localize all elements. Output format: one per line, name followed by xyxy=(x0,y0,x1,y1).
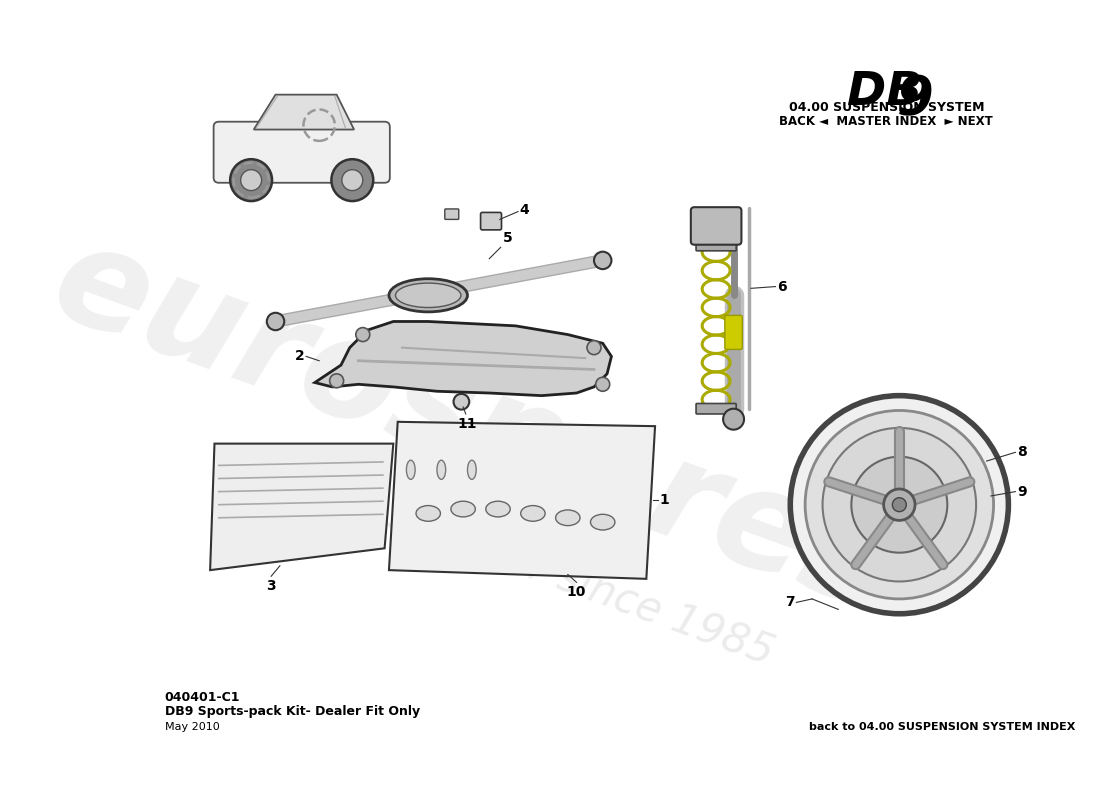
Text: 11: 11 xyxy=(458,418,477,431)
FancyBboxPatch shape xyxy=(696,240,736,251)
Text: DB: DB xyxy=(847,70,922,115)
FancyBboxPatch shape xyxy=(213,122,389,182)
Polygon shape xyxy=(210,444,394,570)
Ellipse shape xyxy=(406,460,415,479)
Ellipse shape xyxy=(451,502,475,517)
Text: 1: 1 xyxy=(659,494,669,507)
Circle shape xyxy=(823,428,976,582)
Text: eurospares: eurospares xyxy=(36,213,907,640)
Text: BACK ◄  MASTER INDEX  ► NEXT: BACK ◄ MASTER INDEX ► NEXT xyxy=(780,114,993,128)
Circle shape xyxy=(267,313,284,330)
Ellipse shape xyxy=(556,510,580,526)
Text: a parts supplier since 1985: a parts supplier since 1985 xyxy=(233,441,780,674)
FancyBboxPatch shape xyxy=(696,403,736,414)
Text: 4: 4 xyxy=(520,203,529,217)
Text: 3: 3 xyxy=(266,579,276,593)
Circle shape xyxy=(342,170,363,190)
FancyBboxPatch shape xyxy=(444,209,459,219)
Circle shape xyxy=(587,341,601,354)
Text: May 2010: May 2010 xyxy=(165,722,220,731)
Text: 5: 5 xyxy=(503,230,513,245)
Circle shape xyxy=(883,489,915,520)
Circle shape xyxy=(790,396,1009,614)
Circle shape xyxy=(594,252,612,269)
Polygon shape xyxy=(254,94,354,130)
Circle shape xyxy=(892,498,906,512)
Text: 9: 9 xyxy=(896,73,934,125)
Circle shape xyxy=(331,159,373,201)
FancyBboxPatch shape xyxy=(481,213,502,230)
Text: 040401-C1: 040401-C1 xyxy=(165,690,240,704)
Text: back to 04.00 SUSPENSION SYSTEM INDEX: back to 04.00 SUSPENSION SYSTEM INDEX xyxy=(810,722,1076,731)
Polygon shape xyxy=(389,422,656,579)
Ellipse shape xyxy=(396,283,461,307)
Circle shape xyxy=(596,378,609,391)
Ellipse shape xyxy=(486,502,510,517)
Text: 7: 7 xyxy=(785,595,794,610)
Circle shape xyxy=(241,170,262,190)
Circle shape xyxy=(723,409,744,430)
Circle shape xyxy=(330,374,343,388)
Circle shape xyxy=(805,410,993,599)
Text: 6: 6 xyxy=(778,279,786,294)
Text: DB9 Sports-pack Kit- Dealer Fit Only: DB9 Sports-pack Kit- Dealer Fit Only xyxy=(165,705,420,718)
Circle shape xyxy=(453,394,470,410)
Ellipse shape xyxy=(437,460,446,479)
Ellipse shape xyxy=(591,514,615,530)
Text: 10: 10 xyxy=(566,585,586,599)
Circle shape xyxy=(230,159,272,201)
Ellipse shape xyxy=(468,460,476,479)
Text: 9: 9 xyxy=(1018,485,1026,498)
Text: 8: 8 xyxy=(1018,446,1027,459)
FancyBboxPatch shape xyxy=(725,315,742,350)
Ellipse shape xyxy=(416,506,440,522)
Ellipse shape xyxy=(520,506,546,522)
Circle shape xyxy=(851,457,947,553)
Circle shape xyxy=(355,327,370,342)
Ellipse shape xyxy=(389,278,468,312)
Text: 04.00 SUSPENSION SYSTEM: 04.00 SUSPENSION SYSTEM xyxy=(789,101,984,114)
FancyBboxPatch shape xyxy=(691,207,741,245)
Polygon shape xyxy=(315,322,612,396)
Text: 2: 2 xyxy=(295,350,305,363)
